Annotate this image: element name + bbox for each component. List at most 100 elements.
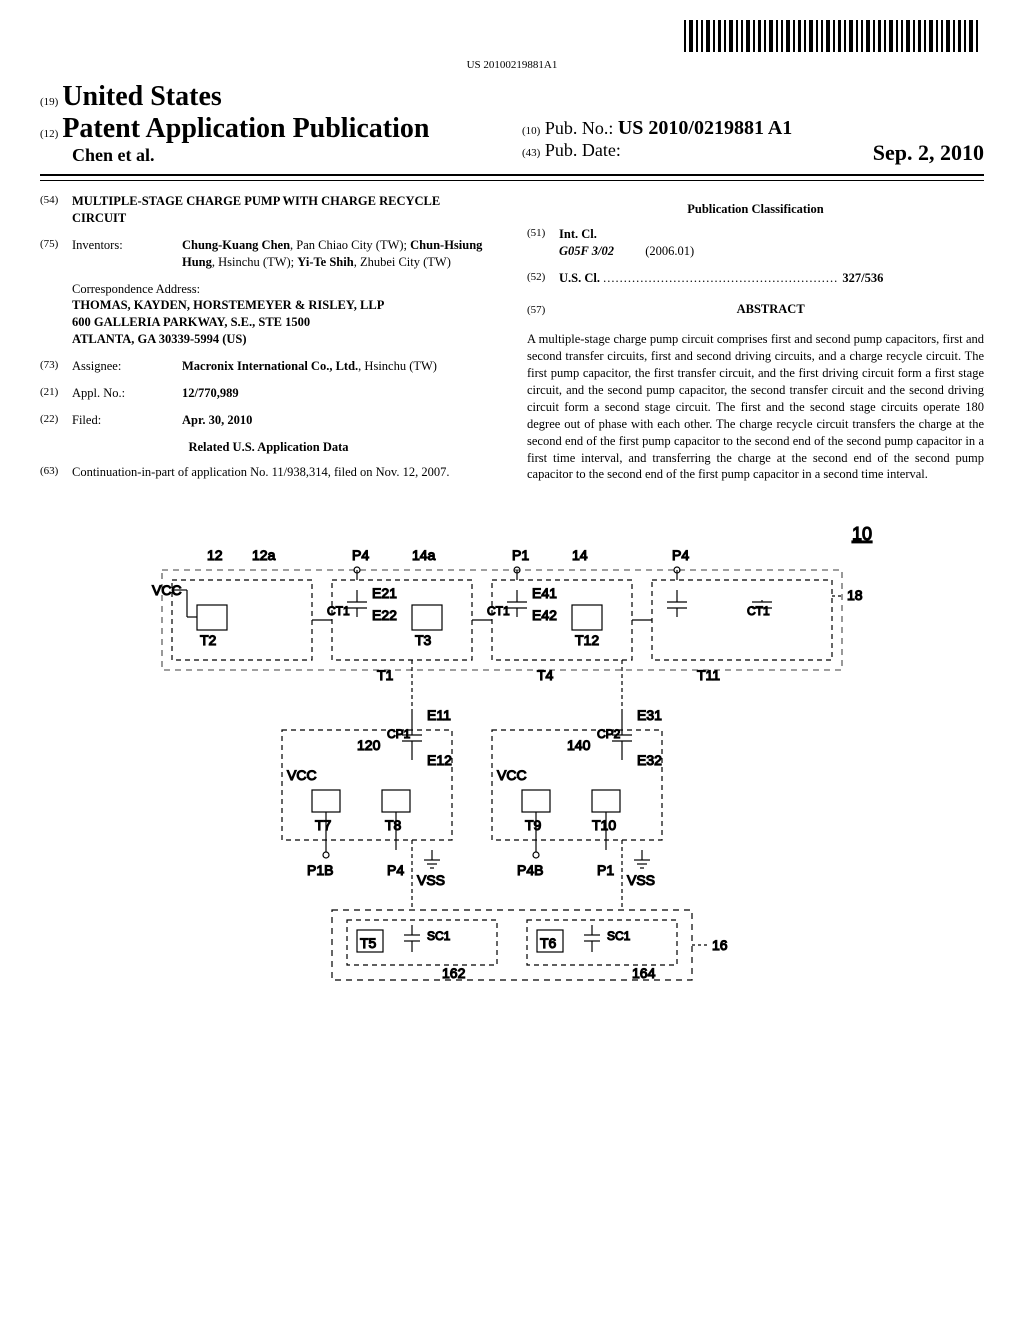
svg-text:T8: T8	[385, 817, 402, 833]
corr-addr1: 600 GALLERIA PARKWAY, S.E., STE 1500	[72, 314, 497, 331]
svg-text:E41: E41	[532, 585, 557, 601]
corr-name: THOMAS, KAYDEN, HORSTEMEYER & RISLEY, LL…	[72, 297, 497, 314]
svg-text:SC1: SC1	[427, 929, 451, 943]
svg-text:E21: E21	[372, 585, 397, 601]
svg-text:T4: T4	[537, 667, 554, 683]
svg-text:VSS: VSS	[627, 872, 655, 888]
pub-date: Sep. 2, 2010	[873, 140, 984, 166]
invention-title: MULTIPLE-STAGE CHARGE PUMP WITH CHARGE R…	[72, 193, 497, 227]
intcl-code: G05F 3/02	[559, 244, 614, 258]
intcl-num: (51)	[527, 226, 559, 260]
svg-text:CT1: CT1	[327, 604, 350, 618]
svg-text:VSS: VSS	[417, 872, 445, 888]
assignee-num: (73)	[40, 358, 72, 375]
svg-text:E32: E32	[637, 752, 662, 768]
svg-text:T5: T5	[360, 935, 377, 951]
svg-text:120: 120	[357, 737, 381, 753]
svg-text:P4: P4	[352, 547, 369, 563]
barcode-number: US 20100219881A1	[40, 59, 984, 71]
inventor-3: Yi-Te Shih	[297, 255, 353, 269]
svg-text:VCC: VCC	[287, 767, 317, 783]
pub-type: Patent Application Publication	[62, 113, 429, 144]
svg-text:T3: T3	[415, 632, 432, 648]
classification-title: Publication Classification	[527, 201, 984, 218]
assignee-label: Assignee:	[72, 358, 182, 375]
inventors-num: (75)	[40, 237, 72, 271]
related-title: Related U.S. Application Data	[40, 439, 497, 456]
uscl-dots: ........................................…	[603, 271, 842, 285]
svg-text:140: 140	[567, 737, 591, 753]
svg-text:T1: T1	[377, 667, 394, 683]
svg-text:T7: T7	[315, 817, 332, 833]
svg-text:VCC: VCC	[497, 767, 527, 783]
svg-text:18: 18	[847, 587, 863, 603]
inventors-label: Inventors:	[72, 237, 182, 271]
pub-prefix: (12)	[40, 128, 58, 140]
svg-text:16: 16	[712, 937, 728, 953]
title-num: (54)	[40, 193, 72, 227]
svg-text:P4: P4	[672, 547, 689, 563]
svg-text:P1: P1	[512, 547, 529, 563]
right-column: Publication Classification (51) Int. Cl.…	[527, 193, 984, 490]
fig-ref-10: 10	[852, 524, 872, 544]
abstract-label: ABSTRACT	[562, 301, 979, 318]
svg-text:T11: T11	[697, 667, 720, 683]
svg-text:E11: E11	[427, 707, 451, 723]
pub-date-prefix: (43)	[522, 147, 540, 159]
assignee-name: Macronix International Co., Ltd.	[182, 359, 358, 373]
svg-text:T9: T9	[525, 817, 542, 833]
svg-text:P1: P1	[597, 862, 614, 878]
svg-text:E31: E31	[637, 707, 662, 723]
svg-text:T10: T10	[592, 817, 616, 833]
svg-text:E12: E12	[427, 752, 452, 768]
svg-text:CT1: CT1	[487, 604, 510, 618]
svg-text:P1B: P1B	[307, 862, 333, 878]
uscl-code: 327/536	[842, 271, 883, 285]
svg-text:12: 12	[207, 547, 223, 563]
inventor-1: Chung-Kuang Chen	[182, 238, 290, 252]
appl-num-label: Appl. No.:	[72, 385, 182, 402]
pub-no-prefix: (10)	[522, 125, 540, 137]
svg-text:P4: P4	[387, 862, 404, 878]
abstract-text: A multiple-stage charge pump circuit com…	[527, 331, 984, 483]
svg-text:T6: T6	[540, 935, 557, 951]
uscl-num: (52)	[527, 270, 559, 287]
svg-text:CP1: CP1	[387, 727, 411, 741]
svg-text:14: 14	[572, 547, 588, 563]
corr-addr2: ATLANTA, GA 30339-5994 (US)	[72, 331, 497, 348]
svg-text:SC1: SC1	[607, 929, 631, 943]
country: United States	[62, 81, 221, 112]
svg-text:T12: T12	[575, 632, 599, 648]
appl-num: 12/770,989	[182, 386, 239, 400]
cont-text: Continuation-in-part of application No. …	[72, 464, 497, 481]
circuit-figure: 10 12 12a VCC T2 P4 14a E21 E22 CT1 T3 T…	[40, 520, 984, 1005]
filed-label: Filed:	[72, 412, 182, 429]
pub-no-label: Pub. No.:	[545, 118, 614, 138]
biblio-columns: (54) MULTIPLE-STAGE CHARGE PUMP WITH CHA…	[40, 193, 984, 490]
authors: Chen et al.	[72, 145, 502, 166]
rule-thick	[40, 174, 984, 176]
svg-text:T2: T2	[200, 632, 217, 648]
svg-text:12a: 12a	[252, 547, 276, 563]
filed-num: (22)	[40, 412, 72, 429]
barcode-graphic	[684, 20, 984, 52]
uscl-label: U.S. Cl.	[559, 271, 600, 285]
appl-num-num: (21)	[40, 385, 72, 402]
svg-text:14a: 14a	[412, 547, 436, 563]
intcl-label: Int. Cl.	[559, 227, 597, 241]
pub-date-label: Pub. Date:	[545, 140, 621, 160]
svg-text:164: 164	[632, 965, 656, 981]
cont-num: (63)	[40, 464, 72, 481]
intcl-date: (2006.01)	[645, 244, 694, 258]
svg-text:E22: E22	[372, 607, 397, 623]
left-column: (54) MULTIPLE-STAGE CHARGE PUMP WITH CHA…	[40, 193, 497, 490]
barcode-region: US 20100219881A1	[40, 20, 984, 71]
corr-label: Correspondence Address:	[72, 281, 497, 298]
pub-no: US 2010/0219881 A1	[618, 117, 792, 139]
svg-text:162: 162	[442, 965, 466, 981]
svg-text:CP2: CP2	[597, 727, 621, 741]
abstract-num: (57)	[527, 303, 559, 318]
svg-text:CT1: CT1	[747, 604, 770, 618]
circuit-svg: 10 12 12a VCC T2 P4 14a E21 E22 CT1 T3 T…	[132, 520, 892, 1000]
header-row: (19) United States (12) Patent Applicati…	[40, 81, 984, 166]
